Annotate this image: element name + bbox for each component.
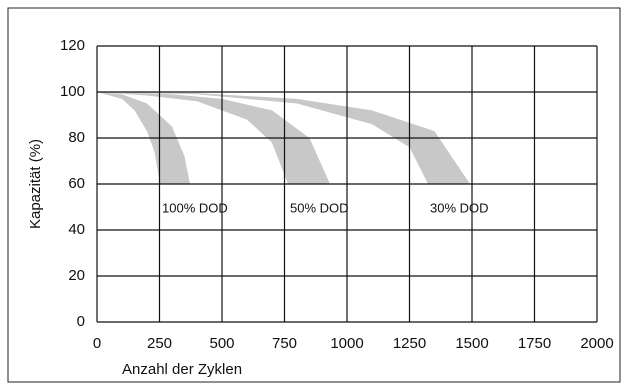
x-tick-label: 250 — [147, 335, 172, 352]
frame — [7, 7, 621, 383]
x-tick-label: 750 — [272, 335, 297, 352]
band — [97, 92, 330, 184]
x-tick-label: 1750 — [518, 335, 551, 352]
y-tick-label: 80 — [68, 129, 85, 146]
x-tick-label: 1000 — [330, 335, 363, 352]
band — [97, 92, 190, 184]
y-axis-label: Kapazität (%) — [27, 139, 44, 229]
y-tick-label: 60 — [68, 175, 85, 192]
band — [97, 92, 470, 184]
y-tick-label: 100 — [60, 83, 85, 100]
y-tick-label: 20 — [68, 267, 85, 284]
x-tick-label: 2000 — [580, 335, 613, 352]
x-tick-label: 1250 — [393, 335, 426, 352]
y-tick-label: 120 — [60, 37, 85, 54]
x-tick-label: 500 — [209, 335, 234, 352]
y-tick-label: 40 — [68, 221, 85, 238]
series-label: 50% DOD — [290, 200, 349, 215]
y-tick-label: 0 — [77, 313, 85, 330]
series-label: 100% DOD — [162, 200, 228, 215]
x-tick-label: 0 — [93, 335, 101, 352]
x-tick-label: 1500 — [455, 335, 488, 352]
x-axis-label: Anzahl der Zyklen — [122, 361, 242, 378]
series-label: 30% DOD — [430, 200, 489, 215]
